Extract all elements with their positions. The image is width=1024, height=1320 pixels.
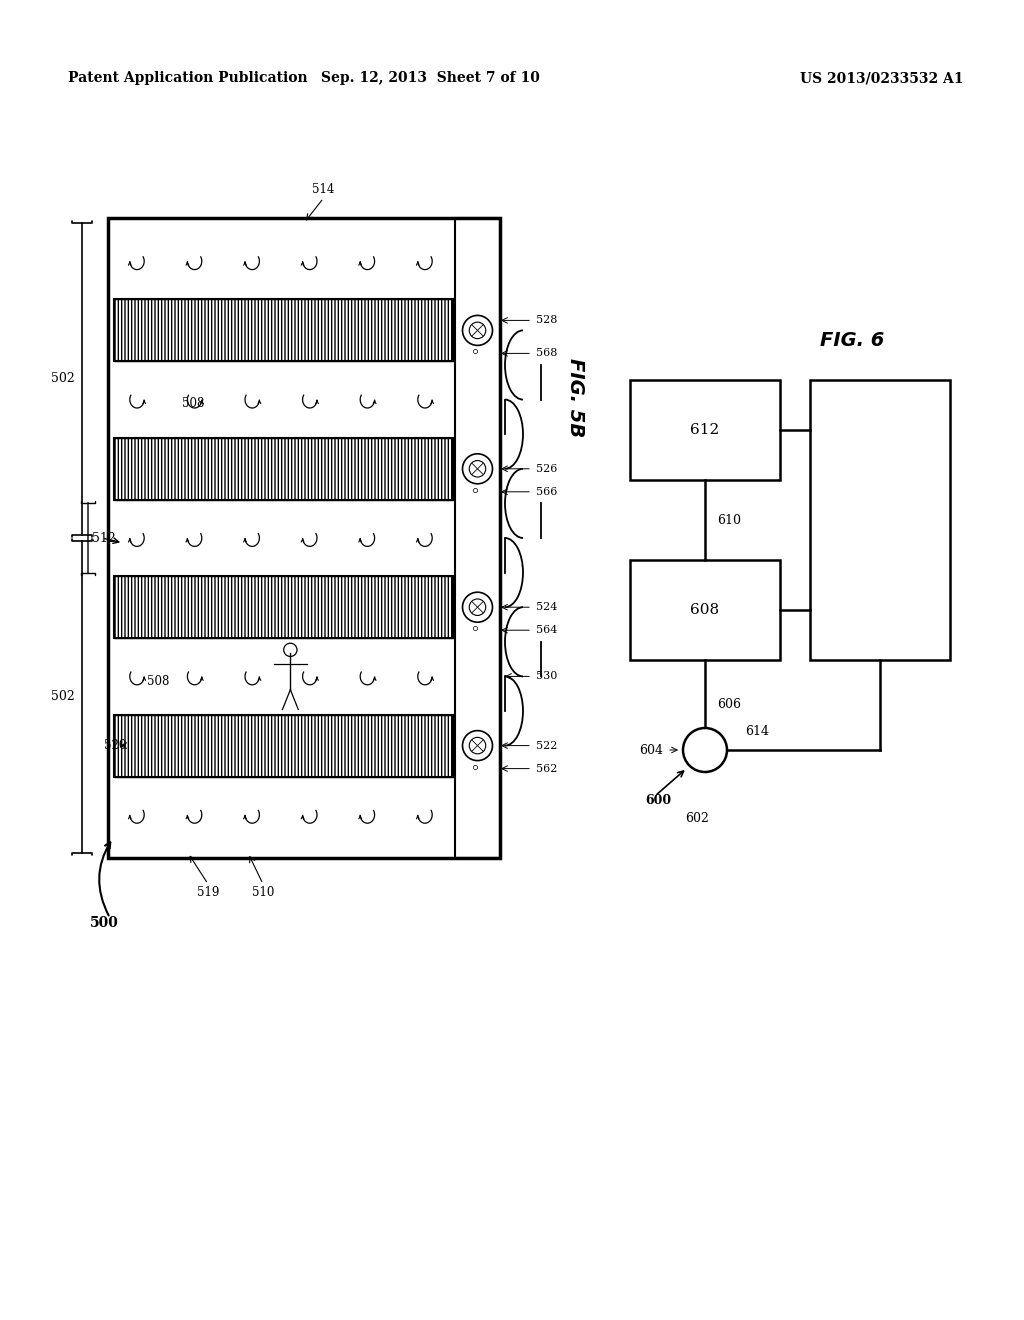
Bar (108, 218, 500, 858)
Bar (630, 380, 780, 480)
Text: 612: 612 (690, 422, 720, 437)
Bar (114, 438, 453, 500)
Bar (114, 577, 453, 638)
Text: 502: 502 (51, 690, 75, 704)
Text: 600: 600 (645, 793, 671, 807)
Bar (114, 438, 453, 500)
Bar (114, 577, 453, 638)
Text: FIG. 5B: FIG. 5B (565, 358, 585, 437)
Text: 502: 502 (51, 372, 75, 385)
Text: 524: 524 (536, 602, 557, 612)
Text: 568: 568 (536, 348, 557, 359)
Text: Patent Application Publication: Patent Application Publication (68, 71, 307, 84)
Text: 614: 614 (745, 725, 769, 738)
Text: 602: 602 (685, 812, 709, 825)
Text: 500: 500 (90, 916, 119, 931)
Circle shape (463, 730, 493, 760)
Circle shape (463, 315, 493, 346)
Text: 530: 530 (536, 672, 557, 681)
Text: 508: 508 (147, 675, 169, 688)
Circle shape (463, 593, 493, 622)
Text: 514: 514 (312, 183, 335, 195)
Text: 510: 510 (252, 886, 274, 899)
Text: 520: 520 (103, 739, 126, 752)
Bar (114, 300, 453, 362)
Text: 508: 508 (182, 397, 205, 411)
Bar (114, 300, 453, 362)
Bar (114, 714, 453, 776)
Text: 526: 526 (536, 463, 557, 474)
Bar (455, 218, 500, 858)
Bar (114, 714, 453, 776)
Text: Sep. 12, 2013  Sheet 7 of 10: Sep. 12, 2013 Sheet 7 of 10 (321, 71, 540, 84)
Bar (630, 560, 780, 660)
Text: 604: 604 (639, 743, 663, 756)
Text: 528: 528 (536, 315, 557, 326)
Text: 522: 522 (536, 741, 557, 751)
Text: 608: 608 (690, 603, 720, 616)
Text: FIG. 6: FIG. 6 (820, 330, 885, 350)
Text: 519: 519 (197, 886, 219, 899)
Text: US 2013/0233532 A1: US 2013/0233532 A1 (800, 71, 964, 84)
Text: 564: 564 (536, 626, 557, 635)
Text: 562: 562 (536, 763, 557, 774)
Text: 610: 610 (717, 513, 741, 527)
Text: 606: 606 (717, 698, 741, 711)
Text: 566: 566 (536, 487, 557, 496)
Circle shape (463, 454, 493, 484)
Circle shape (683, 729, 727, 772)
Text: 512: 512 (92, 532, 116, 544)
Bar (810, 380, 950, 660)
